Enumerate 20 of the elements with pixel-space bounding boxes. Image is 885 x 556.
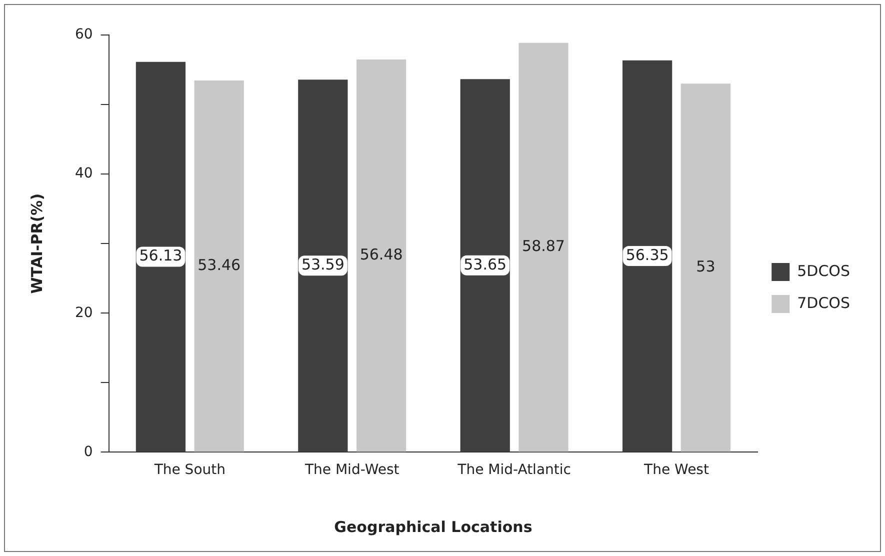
y-tick-label: 40 bbox=[74, 166, 93, 182]
y-tick-label: 20 bbox=[74, 304, 93, 321]
data-label: 53.46 bbox=[198, 256, 241, 274]
y-tick-label: 60 bbox=[74, 26, 93, 43]
data-label: 58.87 bbox=[522, 237, 565, 256]
x-tick-label: The West bbox=[643, 462, 710, 478]
x-axis-title: Geographical Locations bbox=[334, 518, 532, 536]
data-label: 56.48 bbox=[360, 245, 403, 264]
legend-label: 5DCOS bbox=[797, 262, 850, 280]
x-tick-label: The Mid-West bbox=[304, 462, 400, 478]
data-label: 53 bbox=[696, 258, 716, 276]
data-label: 56.35 bbox=[626, 246, 669, 264]
legend-label: 7DCOS bbox=[797, 294, 850, 312]
x-tick-label: The South bbox=[153, 462, 226, 478]
y-tick-label: 0 bbox=[84, 444, 93, 460]
data-label: 53.65 bbox=[464, 255, 507, 274]
x-tick-label: The Mid-Atlantic bbox=[456, 462, 571, 478]
data-label: 56.13 bbox=[139, 246, 182, 265]
data-label: 53.59 bbox=[301, 256, 344, 274]
y-axis-title: WTAI-PR(%) bbox=[28, 193, 46, 294]
